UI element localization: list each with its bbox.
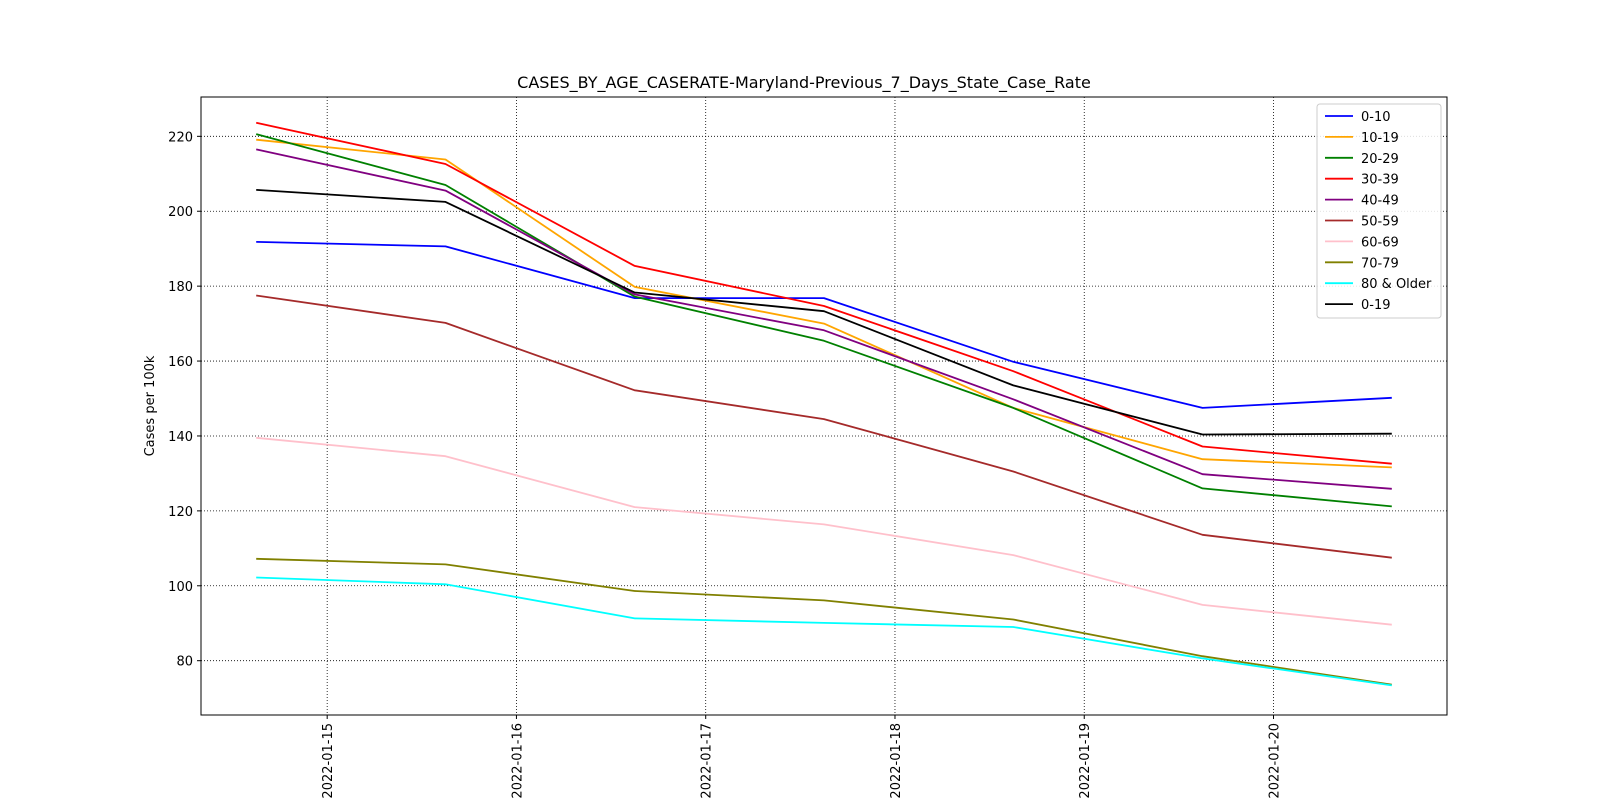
series-line-8 — [256, 576, 1392, 687]
legend-label: 0-10 — [1361, 110, 1391, 125]
legend-label: 50-59 — [1361, 215, 1399, 230]
y-tick-label: 160 — [168, 355, 193, 370]
chart-title: CASES_BY_AGE_CASERATE-Maryland-Previous_… — [517, 73, 1091, 93]
x-tick-label: 2022-01-15 — [321, 723, 336, 799]
y-axis-label: Cases per 100k — [143, 355, 158, 456]
x-tick-label: 2022-01-18 — [889, 723, 904, 799]
y-tick-label: 80 — [176, 655, 193, 670]
y-tick-label: 200 — [168, 205, 193, 220]
series-line-0 — [256, 241, 1392, 409]
legend-label: 30-39 — [1361, 173, 1399, 188]
legend-label: 40-49 — [1361, 194, 1399, 209]
legend-label: 80 & Older — [1361, 277, 1432, 292]
x-tick-label: 2022-01-19 — [1078, 723, 1093, 799]
series-line-5 — [256, 294, 1392, 559]
legend-label: 10-19 — [1361, 131, 1399, 146]
grid — [201, 97, 1447, 715]
series-line-7 — [256, 557, 1392, 686]
legend: 0-10 10-19 20-29 30-39 40-49 50-59 60-69 70-79 8… — [1316, 103, 1442, 319]
y-tick-label: 120 — [168, 505, 193, 520]
series-line-3 — [256, 121, 1392, 465]
y-tick-label: 220 — [168, 130, 193, 145]
series-line-4 — [256, 148, 1392, 490]
series-line-9 — [256, 189, 1392, 436]
series-lines — [255, 121, 1392, 687]
series-line-2 — [255, 133, 1392, 508]
axis-ticks: 80 100 120 140 160 180 200 220 2022-01-15 2022-01… — [168, 130, 1282, 798]
y-tick-label: 180 — [168, 280, 193, 295]
series-line-6 — [256, 436, 1392, 626]
x-tick-label: 2022-01-20 — [1268, 723, 1283, 799]
y-tick-label: 100 — [168, 580, 193, 595]
series-line-1 — [256, 138, 1392, 469]
x-tick-label: 2022-01-16 — [510, 723, 525, 799]
legend-label: 60-69 — [1361, 235, 1399, 250]
legend-label: 20-29 — [1361, 152, 1399, 167]
legend-label: 70-79 — [1361, 256, 1399, 271]
plot-frame — [200, 96, 1448, 716]
x-tick-label: 2022-01-17 — [700, 723, 715, 799]
legend-label: 0-19 — [1361, 298, 1391, 313]
y-tick-label: 140 — [168, 430, 193, 445]
